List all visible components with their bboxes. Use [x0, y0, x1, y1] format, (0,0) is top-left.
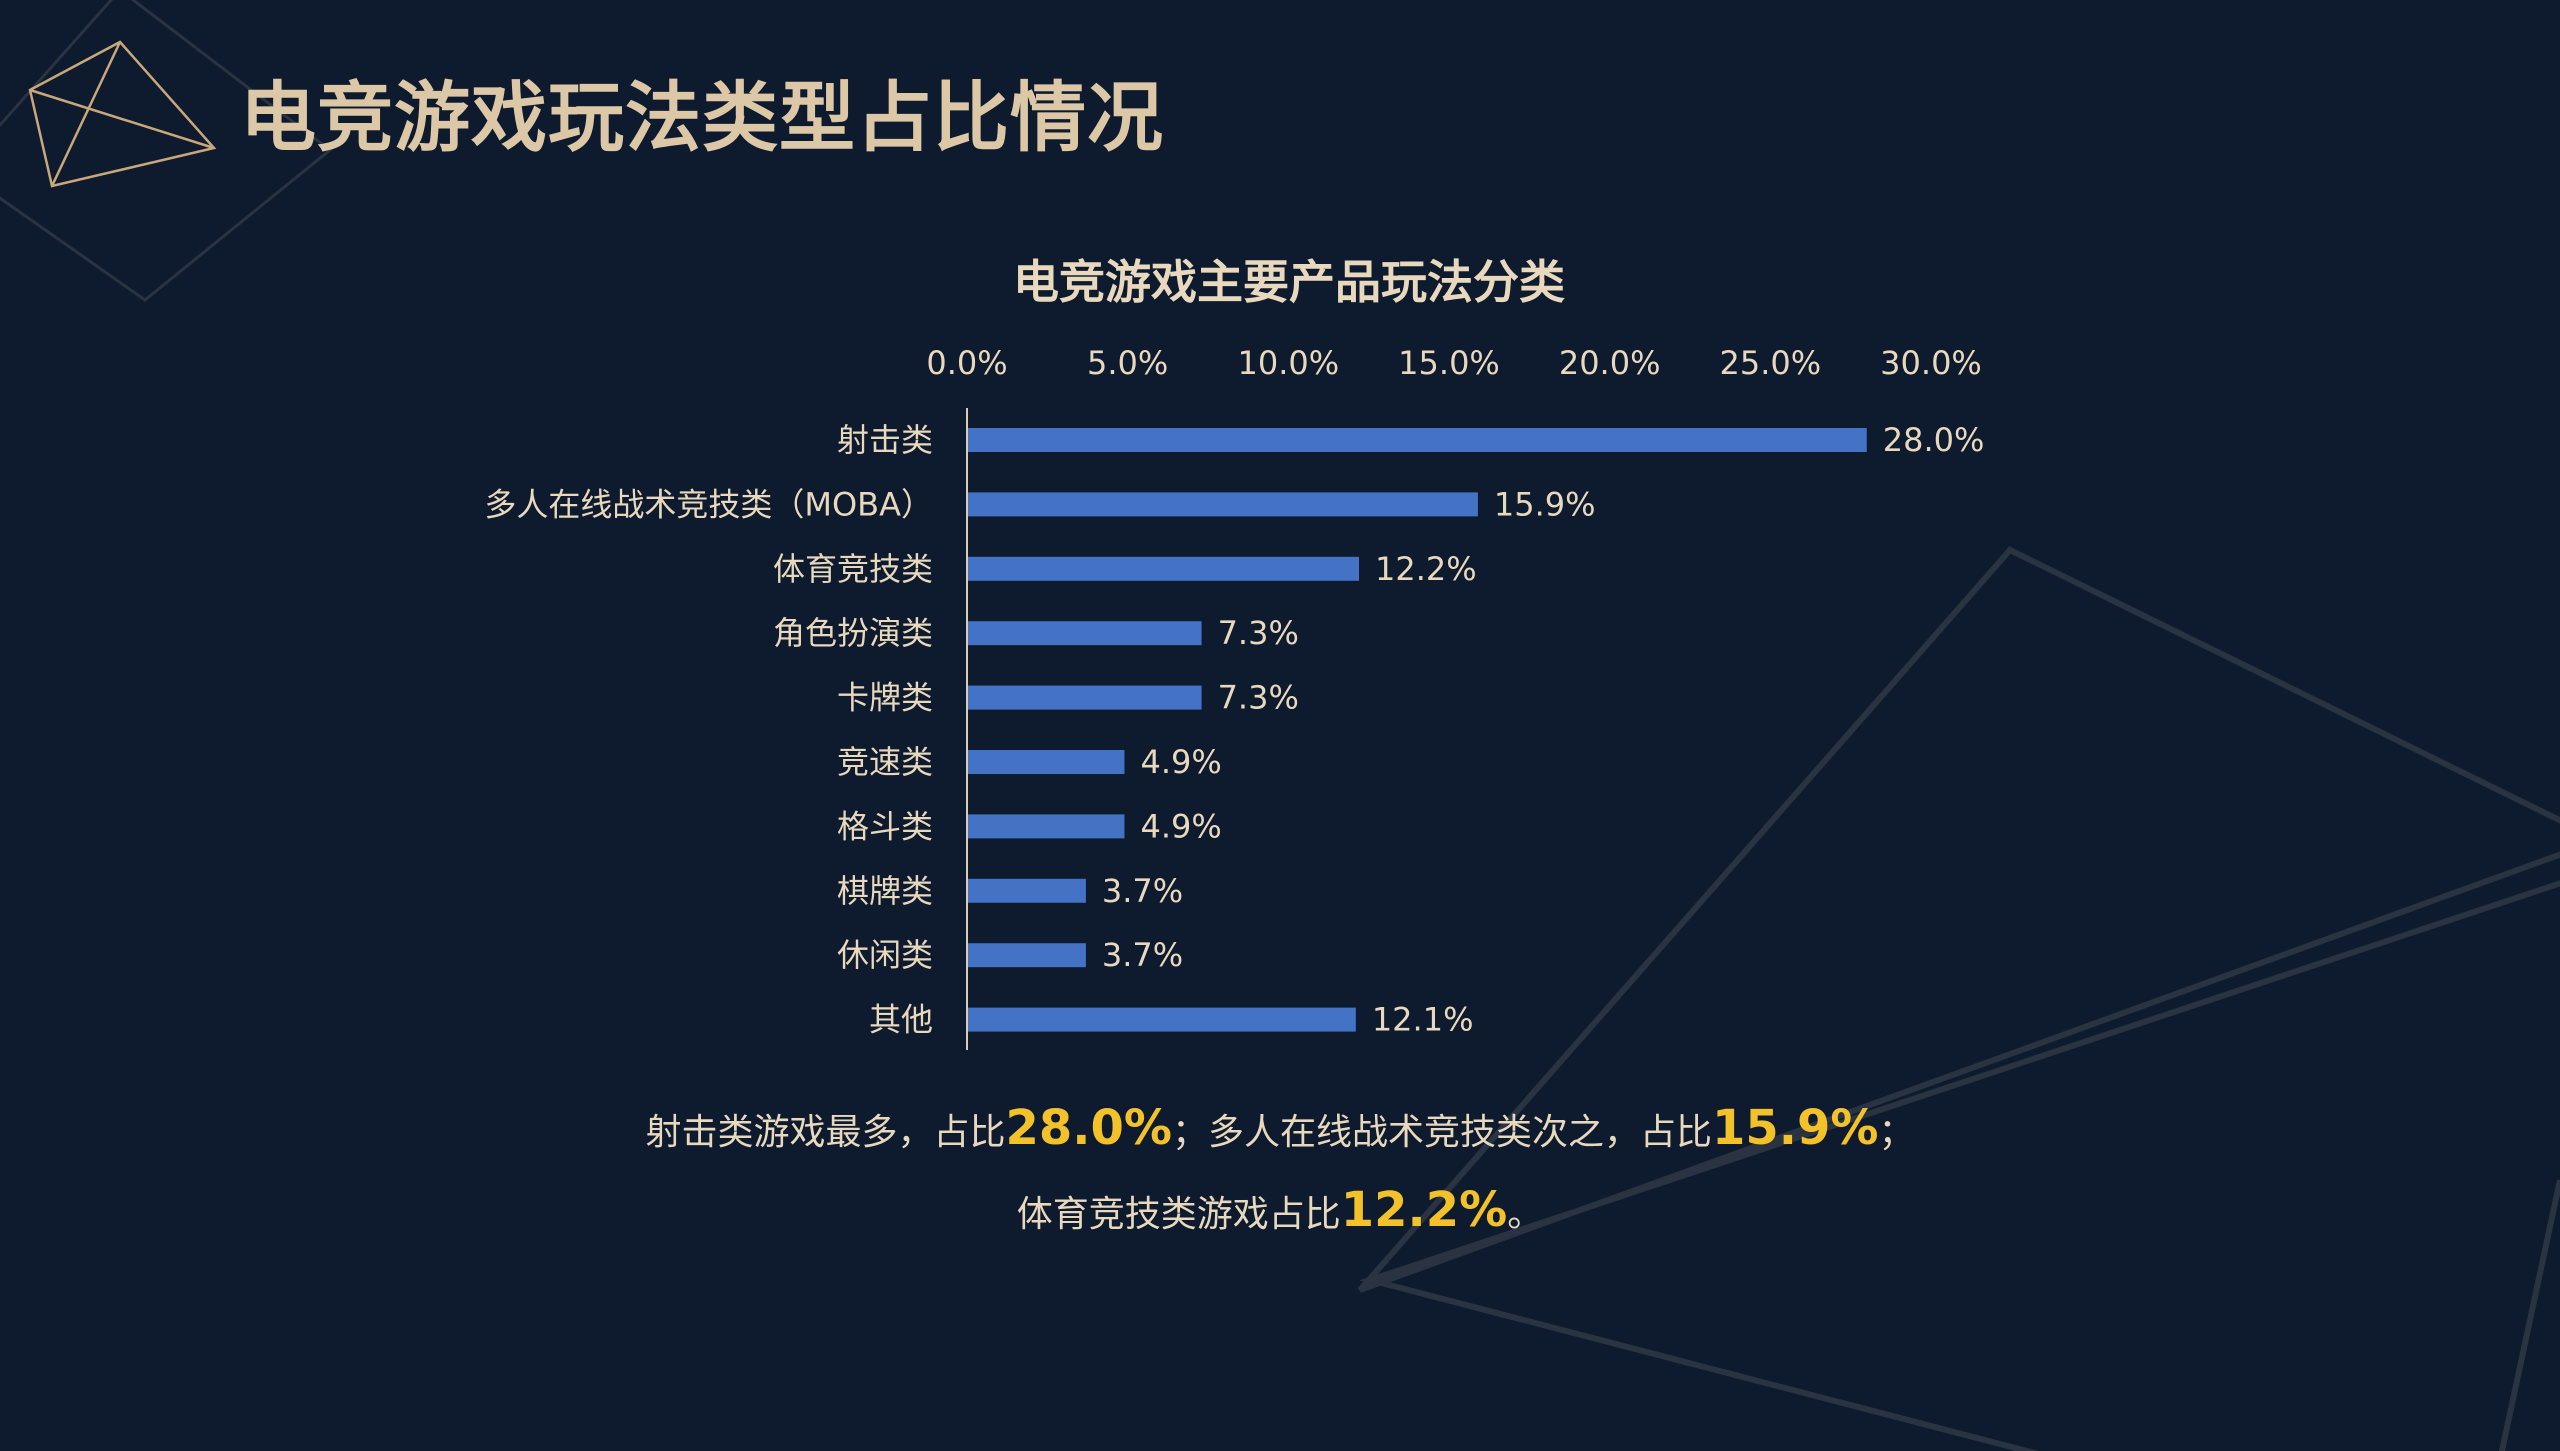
bar — [968, 943, 1086, 968]
category-label: 卡牌类 — [837, 679, 933, 717]
bar-value-label: 3.7% — [1102, 872, 1183, 910]
category-label: 体育竞技类 — [773, 550, 933, 588]
bar — [968, 428, 1867, 452]
bar-value-label: 7.3% — [1218, 614, 1299, 652]
summary-text: 射击类游戏最多，占比 — [645, 1112, 1006, 1153]
bar-value-label: 4.9% — [1140, 807, 1221, 845]
bars: 射击类 28.0% 多人在线战术竞技类（MOBA） 15.9% 体育竞技类 12.2% 角色… — [484, 421, 1984, 1039]
summary-highlight-shooting: 28.0% — [1005, 1100, 1172, 1156]
bar-value-label: 28.0% — [1883, 421, 1985, 459]
deco-line-right — [2498, 1179, 2560, 1451]
bar — [968, 621, 1202, 646]
deco-line-bottom — [1359, 880, 2560, 1451]
bar — [968, 878, 1086, 903]
deco-triangle-large — [1357, 546, 2560, 1293]
bar-value-label: 4.9% — [1140, 743, 1221, 781]
bar — [968, 1007, 1356, 1032]
summary-text: ； — [1878, 1112, 1915, 1153]
bar-value-label: 7.3% — [1218, 679, 1299, 717]
summary-text: 体育竞技类游戏占比 — [1016, 1194, 1341, 1235]
category-label: 休闲类 — [837, 936, 933, 974]
bar — [968, 814, 1125, 839]
bar-value-label: 3.7% — [1102, 936, 1183, 974]
summary-line-2: 体育竞技类游戏占比12.2%。 — [0, 1182, 2560, 1238]
chart-title: 电竞游戏主要产品玩法分类 — [1013, 255, 1565, 309]
x-tick-label: 10.0% — [1238, 344, 1340, 382]
bar-value-label: 12.1% — [1372, 1001, 1474, 1039]
x-tick-label: 20.0% — [1559, 344, 1661, 382]
category-label: 射击类 — [837, 421, 933, 459]
deco-shape-top-left — [0, 0, 333, 302]
x-tick-label: 30.0% — [1880, 344, 1982, 382]
logo-triangle-icon — [28, 40, 217, 188]
bar — [968, 556, 1360, 581]
category-label: 其他 — [869, 1001, 933, 1039]
x-tick-label: 0.0% — [926, 344, 1007, 382]
category-label: 竞速类 — [837, 743, 933, 781]
bar-value-label: 15.9% — [1494, 485, 1596, 523]
category-label: 格斗类 — [837, 807, 933, 845]
page-title: 电竞游戏玩法类型占比情况 — [240, 73, 1164, 162]
category-label: 角色扮演类 — [773, 614, 933, 652]
summary-highlight-sports: 12.2% — [1340, 1182, 1508, 1238]
x-tick-label: 5.0% — [1087, 344, 1168, 382]
summary-text: ；多人在线战术竞技类次之，占比 — [1171, 1112, 1712, 1153]
summary-highlight-moba: 15.9% — [1712, 1100, 1879, 1156]
category-label: 棋牌类 — [837, 872, 933, 910]
category-label: 多人在线战术竞技类（MOBA） — [484, 485, 933, 523]
bar — [968, 750, 1125, 774]
summary-text: 。 — [1507, 1194, 1544, 1235]
bar-value-label: 12.2% — [1375, 550, 1477, 588]
bar — [968, 685, 1202, 710]
x-axis-ticks: 0.0% 5.0% 10.0% 15.0% 20.0% 25.0% 30.0% — [926, 344, 1981, 382]
bar — [968, 492, 1478, 517]
x-tick-label: 25.0% — [1720, 344, 1822, 382]
x-tick-label: 15.0% — [1398, 344, 1500, 382]
summary-line-1: 射击类游戏最多，占比28.0%；多人在线战术竞技类次之，占比15.9%； — [0, 1100, 2560, 1156]
